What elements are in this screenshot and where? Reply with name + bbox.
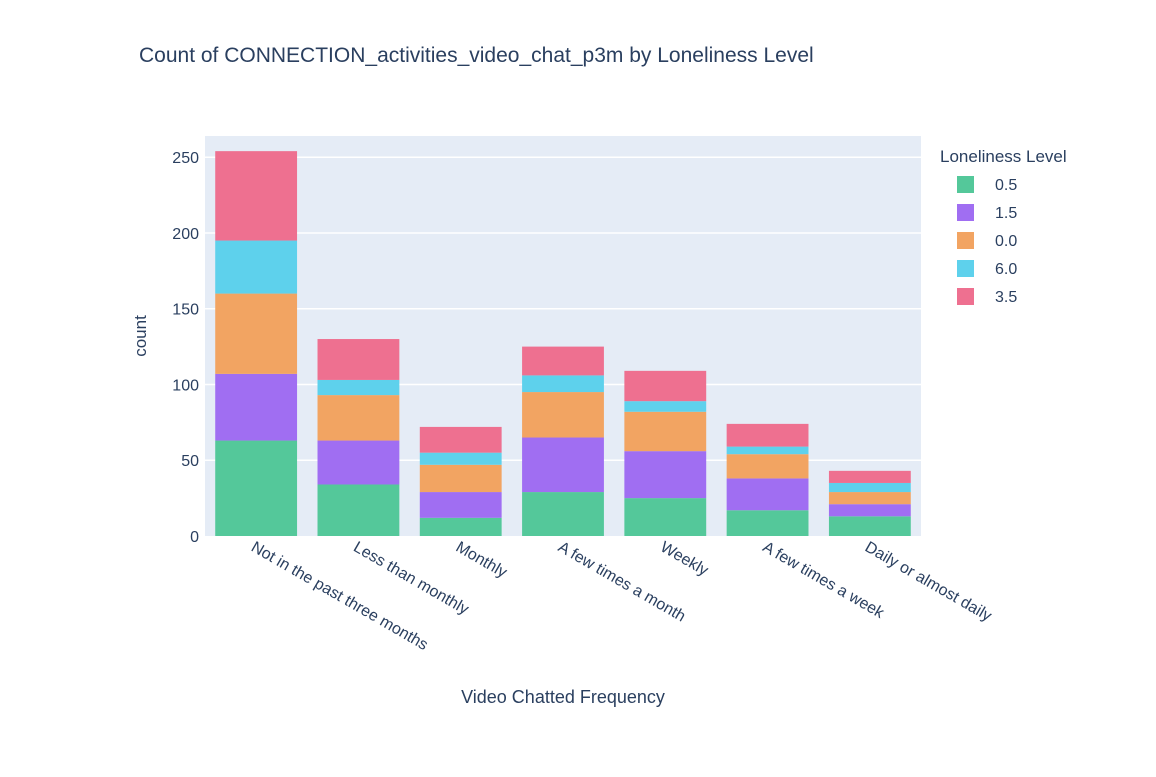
bar-segment: [624, 411, 707, 452]
bar-segment: [828, 492, 911, 505]
y-axis-label: count: [131, 315, 150, 357]
y-tick-label: 100: [172, 377, 199, 394]
bar-segment: [317, 395, 400, 441]
x-tick-label: Monthly: [453, 539, 510, 582]
y-tick-label: 150: [172, 302, 199, 319]
legend: Loneliness Level 0.5 1.5 0.0 6.0 3.5: [940, 147, 1067, 306]
bar-segment: [522, 437, 604, 493]
bar-segment: [317, 440, 400, 485]
y-tick-label: 0: [190, 529, 199, 546]
bar-segment: [215, 293, 298, 374]
x-tick-label: Weekly: [657, 539, 711, 580]
legend-swatch: [957, 176, 974, 193]
bar-segment: [522, 492, 604, 536]
y-tick-label: 200: [172, 226, 199, 243]
legend-item-label: 1.5: [995, 205, 1017, 222]
legend-title: Loneliness Level: [940, 147, 1067, 166]
legend-item-label: 0.0: [995, 233, 1017, 250]
bar-segment: [828, 482, 911, 493]
bar-segment: [419, 452, 502, 465]
x-tick-label: Not in the past three months: [248, 539, 431, 654]
bar-segment: [522, 375, 604, 393]
bar-segment: [215, 440, 298, 536]
bar-segment: [828, 516, 911, 536]
bar-segment: [522, 392, 604, 438]
bar-segment: [624, 451, 707, 499]
bar-segment: [317, 484, 400, 536]
legend-swatch: [957, 288, 974, 305]
bar-segment: [726, 423, 809, 447]
bar-segment: [215, 373, 298, 441]
legend-items: 0.5 1.5 0.0 6.0 3.5: [957, 176, 1017, 306]
bar-segment: [726, 454, 809, 479]
bar-segment: [726, 510, 809, 536]
bar-segment: [624, 401, 707, 412]
bar-segment: [419, 517, 502, 536]
legend-swatch: [957, 204, 974, 221]
legend-swatch: [957, 232, 974, 249]
bar-segment: [215, 240, 298, 294]
bar-segment: [317, 339, 400, 380]
bar-segment: [726, 446, 809, 455]
x-axis-label: Video Chatted Frequency: [461, 687, 665, 707]
legend-item-label: 0.5: [995, 177, 1017, 194]
bar-segment: [419, 464, 502, 493]
chart-title: Count of CONNECTION_activities_video_cha…: [139, 44, 814, 67]
bars: [215, 151, 911, 536]
bar-segment: [726, 478, 809, 511]
bar-segment: [624, 370, 707, 402]
y-tick-label: 50: [181, 453, 199, 470]
bar-segment: [317, 379, 400, 396]
bar-segment: [522, 346, 604, 376]
bar-segment: [624, 498, 707, 536]
bar-segment: [419, 426, 502, 453]
bar-segment: [215, 151, 298, 241]
bar-segment: [828, 504, 911, 517]
legend-item-label: 6.0: [995, 261, 1017, 278]
legend-item-label: 3.5: [995, 289, 1017, 306]
y-axis-ticks: 0 50 100 150 200 250: [172, 150, 199, 546]
legend-swatch: [957, 260, 974, 277]
y-tick-label: 250: [172, 150, 199, 167]
bar-segment: [419, 492, 502, 518]
bar-segment: [828, 470, 911, 483]
